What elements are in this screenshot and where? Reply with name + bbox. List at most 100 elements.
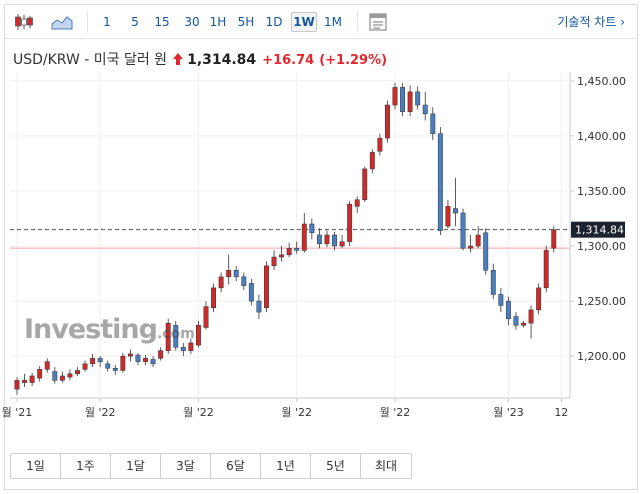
interval-button[interactable]: 5H (237, 15, 255, 29)
candle-body (241, 276, 247, 286)
period-button[interactable]: 1일 (11, 454, 61, 478)
x-tick-label: 월 '22 (380, 406, 411, 419)
candle-body (120, 355, 126, 371)
interval-button[interactable]: 30 (184, 15, 200, 29)
interval-button[interactable]: 1H (209, 15, 227, 29)
candle-body (195, 325, 201, 346)
chart-widget: 1 5 15 30 1H 5H 1D 1W 1M 기술적 차트 › USD/KRW - 미국 달… (4, 4, 638, 490)
interval-button[interactable]: 5 (131, 15, 139, 29)
candle-body (384, 104, 390, 139)
interval-button[interactable]: 15 (154, 15, 170, 29)
period-selector: 1일 1주 1달 3달 6달 1년 5년 최대 (10, 453, 412, 479)
area-chart-icon[interactable] (49, 11, 75, 33)
candle-body (75, 370, 80, 375)
period-button[interactable]: 5년 (311, 454, 361, 478)
candle-body (67, 373, 73, 378)
candle-body (188, 342, 194, 351)
instrument-header: USD/KRW - 미국 달러 원 1,314.84 +16.74 (+1.29… (13, 49, 387, 69)
candle-body (309, 223, 315, 234)
period-button[interactable]: 최대 (361, 454, 411, 478)
candle-body (437, 133, 443, 231)
candle-body (143, 358, 148, 362)
candle-body (362, 168, 368, 201)
candle-body (82, 363, 88, 370)
candle-body (44, 361, 50, 370)
candle-body (135, 354, 141, 362)
x-tick-label: 월 '22 (281, 406, 312, 419)
candle-body (521, 322, 526, 326)
candle-body (407, 91, 413, 112)
candle-body (165, 322, 171, 351)
period-button[interactable]: 1주 (61, 454, 111, 478)
candlestick-icon[interactable] (11, 11, 37, 33)
indicator-icon[interactable] (365, 11, 391, 33)
candle-body (248, 283, 254, 302)
candle-body (543, 250, 549, 289)
candle-body (551, 229, 557, 249)
period-button[interactable]: 1달 (111, 454, 161, 478)
x-tick-label: 월 '21 (2, 406, 33, 419)
x-tick-label: 12 (554, 406, 568, 419)
period-button[interactable]: 6달 (211, 454, 261, 478)
candle-body (294, 247, 300, 251)
candle-body (180, 347, 186, 351)
candle-body (392, 87, 398, 106)
candle-body (301, 223, 307, 251)
toolbar-divider (87, 11, 88, 33)
candle-body (127, 353, 133, 357)
interval-button[interactable]: 1 (103, 15, 111, 29)
candle-body (475, 234, 481, 247)
x-tick-label: 월 '23 (493, 406, 524, 419)
candle-body (430, 113, 436, 134)
up-arrow-icon (173, 50, 184, 65)
interval-button[interactable]: 1D (265, 15, 283, 29)
candle-body (211, 287, 217, 308)
candle-body (256, 300, 262, 313)
candle-body (97, 358, 103, 362)
candle-body (22, 380, 28, 383)
candle-body (29, 375, 35, 383)
candle-body (59, 375, 65, 381)
candle-body (218, 276, 224, 289)
candle-body (422, 104, 428, 115)
candle-body (105, 363, 111, 369)
investing-watermark: Investing.com (24, 314, 195, 345)
price-change-percent: (+1.29%) (319, 53, 388, 68)
candle-body (505, 300, 511, 319)
candle-body (498, 294, 504, 306)
candle-body (400, 87, 406, 112)
technical-chart-link[interactable]: 기술적 차트 › (557, 15, 625, 29)
interval-button[interactable]: 1M (324, 15, 342, 29)
y-tick-label: 1,350.00 (577, 185, 626, 198)
last-price-tag: 1,314.84 (575, 224, 624, 237)
candle-body (536, 287, 542, 311)
candle-body (279, 254, 285, 258)
interval-button[interactable]: 1W (291, 12, 317, 32)
candle-body (14, 380, 20, 390)
candle-body (339, 241, 345, 247)
candle-body (112, 368, 118, 371)
candle-body (460, 212, 466, 249)
candle-body (415, 91, 421, 106)
chart-toolbar: 1 5 15 30 1H 5H 1D 1W 1M 기술적 차트 › (5, 5, 637, 39)
period-button[interactable]: 3달 (161, 454, 211, 478)
candle-body (513, 316, 519, 326)
y-tick-label: 1,450.00 (577, 75, 626, 88)
candle-body (377, 137, 383, 152)
candle-body (528, 309, 534, 324)
candle-body (332, 234, 337, 247)
candle-body (369, 152, 375, 170)
period-button[interactable]: 1년 (261, 454, 311, 478)
candle-body (271, 256, 277, 267)
candle-body (445, 206, 451, 227)
x-tick-label: 월 '22 (183, 406, 214, 419)
price-change: +16.74 (262, 53, 315, 68)
candle-body (490, 269, 496, 295)
x-tick-label: 월 '22 (85, 406, 116, 419)
y-tick-label: 1,200.00 (577, 350, 626, 363)
last-price-tag-bg (571, 221, 625, 238)
candle-body (347, 203, 353, 242)
candle-body (264, 265, 269, 308)
candle-body (324, 234, 330, 245)
